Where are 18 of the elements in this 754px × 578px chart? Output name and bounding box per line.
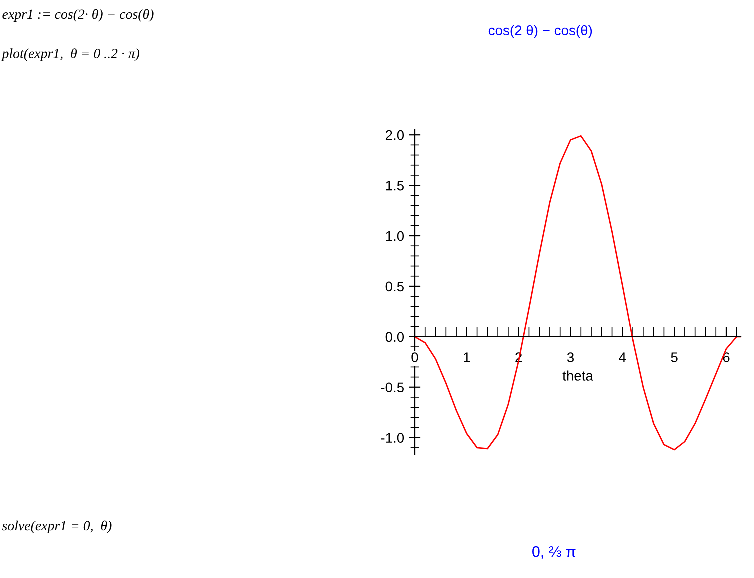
x-tick-label: 3 — [567, 352, 574, 362]
y-tick-label: 2.0 — [386, 130, 404, 140]
y-tick-label: 0.0 — [386, 332, 404, 342]
x-tick-label: 5 — [671, 352, 678, 362]
x-axis-title: theta — [562, 370, 594, 381]
y-tick-label: -0.5 — [381, 382, 404, 393]
y-tick-label: 0.5 — [386, 282, 404, 292]
text: expr1 := cos(2· θ) − cos(θ) — [2, 9, 154, 22]
x-tick-label: 0 — [412, 352, 418, 362]
x-tick-label: 4 — [619, 352, 626, 362]
text: solve(expr1 = 0, θ) — [2, 520, 112, 534]
text: 0, ⅔ π — [532, 546, 576, 560]
y-tick-label: 1.5 — [386, 181, 404, 191]
y-tick-label: 1.0 — [386, 231, 404, 242]
x-tick-label: 1 — [464, 352, 470, 362]
y-tick-label: -1.0 — [381, 433, 404, 444]
text: plot(expr1, θ = 0 ..2 · π) — [1, 48, 140, 62]
chart-title: cos(2 θ) − cos(θ) — [488, 25, 592, 38]
